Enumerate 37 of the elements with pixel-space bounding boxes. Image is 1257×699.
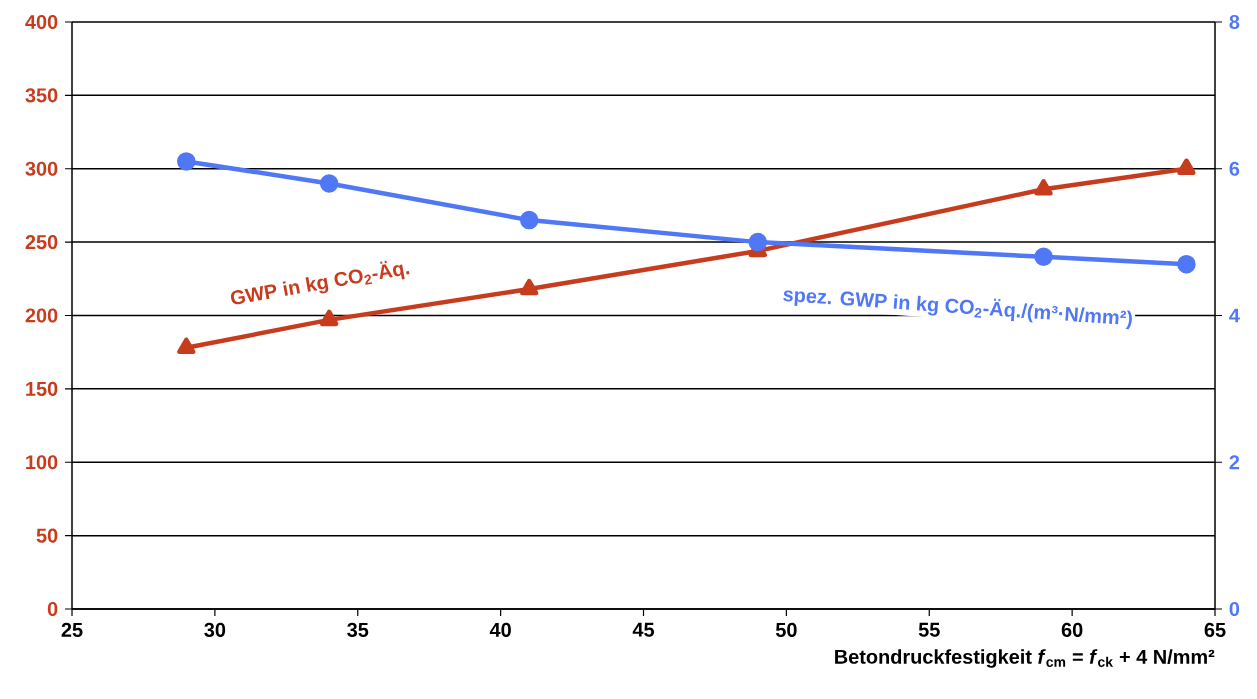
- point: [520, 278, 539, 296]
- x-tick-label: 40: [489, 622, 511, 637]
- y-tick-label: 200: [25, 308, 58, 323]
- y-tick-label: 100: [26, 455, 58, 470]
- x-axis-title: Betondruckfestigkeit f$_{cm}$ = f$_{ck}$ + 4 N/mm²: [835, 649, 1215, 668]
- y2-tick-label: 6: [1229, 161, 1240, 176]
- x-tick-label: 25: [61, 622, 83, 637]
- y2-tick-label: 2: [1229, 455, 1240, 470]
- point: [319, 174, 339, 193]
- y2-tick-label: 4: [1229, 308, 1240, 323]
- y-tick-label: 350: [25, 88, 58, 103]
- y2-tick-label: 8: [1229, 14, 1240, 30]
- x-tick-label: 50: [775, 622, 797, 637]
- y-tick-label: 50: [36, 528, 58, 543]
- point: [177, 337, 196, 355]
- point: [1177, 254, 1196, 274]
- x-tick-label: 35: [347, 622, 369, 637]
- y2-tick-label: 0: [1229, 601, 1240, 617]
- x-tick-label: 60: [1061, 622, 1083, 637]
- x-tick-label: 55: [918, 622, 940, 637]
- point: [1034, 179, 1053, 196]
- y-tick-label: 300: [25, 161, 58, 176]
- y-tick-label: 150: [26, 381, 58, 396]
- x-tick-label: 65: [1204, 622, 1226, 637]
- point: [748, 232, 768, 252]
- point: [177, 152, 196, 171]
- point: [320, 309, 339, 327]
- text: GWP in kg CO$_{2}$-Äq.: [230, 260, 410, 305]
- y-tick-label: 0: [47, 601, 58, 617]
- x-tick-label: 45: [632, 622, 655, 637]
- point: [1034, 247, 1053, 267]
- y-tick-label: 250: [25, 235, 58, 250]
- point: [1177, 158, 1196, 175]
- series-label: spez. GWP in kg CO$_{2}$-Äq./(m³·N/mm²): [783, 290, 1132, 330]
- point: [519, 210, 539, 230]
- x-tick-label: 30: [204, 622, 226, 637]
- y-tick-label: 400: [25, 14, 58, 30]
